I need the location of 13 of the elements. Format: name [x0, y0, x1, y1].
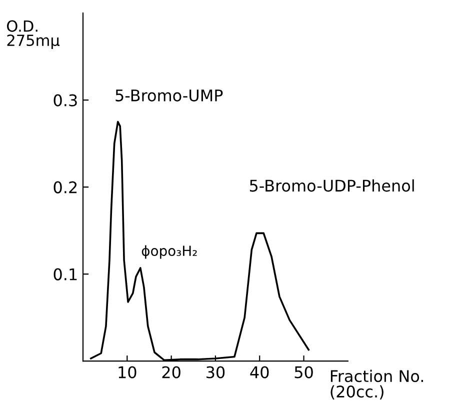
annotation: 5-Bromo-UMP — [116, 90, 223, 102]
annotation: 5-Bromo-UDP-Phenol — [250, 179, 414, 192]
x-tick-label: 20 — [162, 366, 180, 378]
annotation: ϕopo₃H₂ — [142, 245, 197, 259]
x-tick-label: 50 — [294, 366, 313, 378]
x-tick-label: 10 — [118, 366, 136, 378]
y-axis-title: O.D. 275mμ — [7, 20, 60, 50]
y-tick-label: 0.1 — [54, 268, 77, 280]
x-axis-title: Fraction No. (20cc.) — [330, 370, 424, 400]
y-tick-label: 0.3 — [54, 94, 77, 106]
y-tick-label: 0.2 — [54, 181, 77, 194]
x-tick-label: 40 — [250, 366, 269, 378]
x-tick-label: 30 — [206, 366, 225, 378]
